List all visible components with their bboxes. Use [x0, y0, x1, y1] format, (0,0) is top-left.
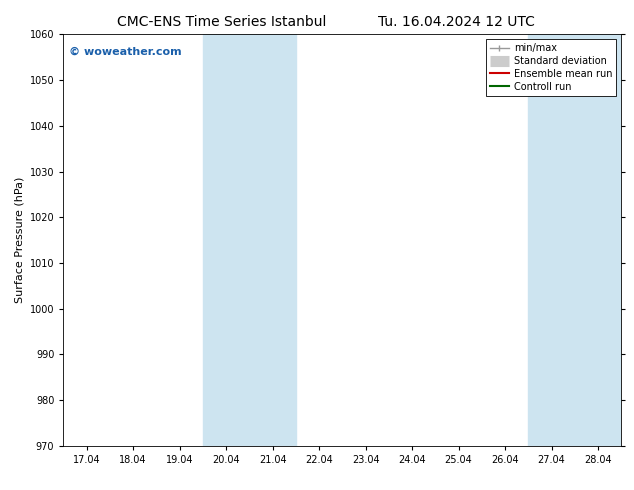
- Bar: [203, 34, 296, 446]
- Legend: min/max, Standard deviation, Ensemble mean run, Controll run: min/max, Standard deviation, Ensemble me…: [486, 39, 616, 96]
- Y-axis label: Surface Pressure (hPa): Surface Pressure (hPa): [14, 177, 24, 303]
- Bar: [528, 34, 621, 446]
- Text: © woweather.com: © woweather.com: [69, 47, 181, 57]
- Text: Tu. 16.04.2024 12 UTC: Tu. 16.04.2024 12 UTC: [378, 15, 535, 29]
- Text: CMC-ENS Time Series Istanbul: CMC-ENS Time Series Istanbul: [117, 15, 327, 29]
